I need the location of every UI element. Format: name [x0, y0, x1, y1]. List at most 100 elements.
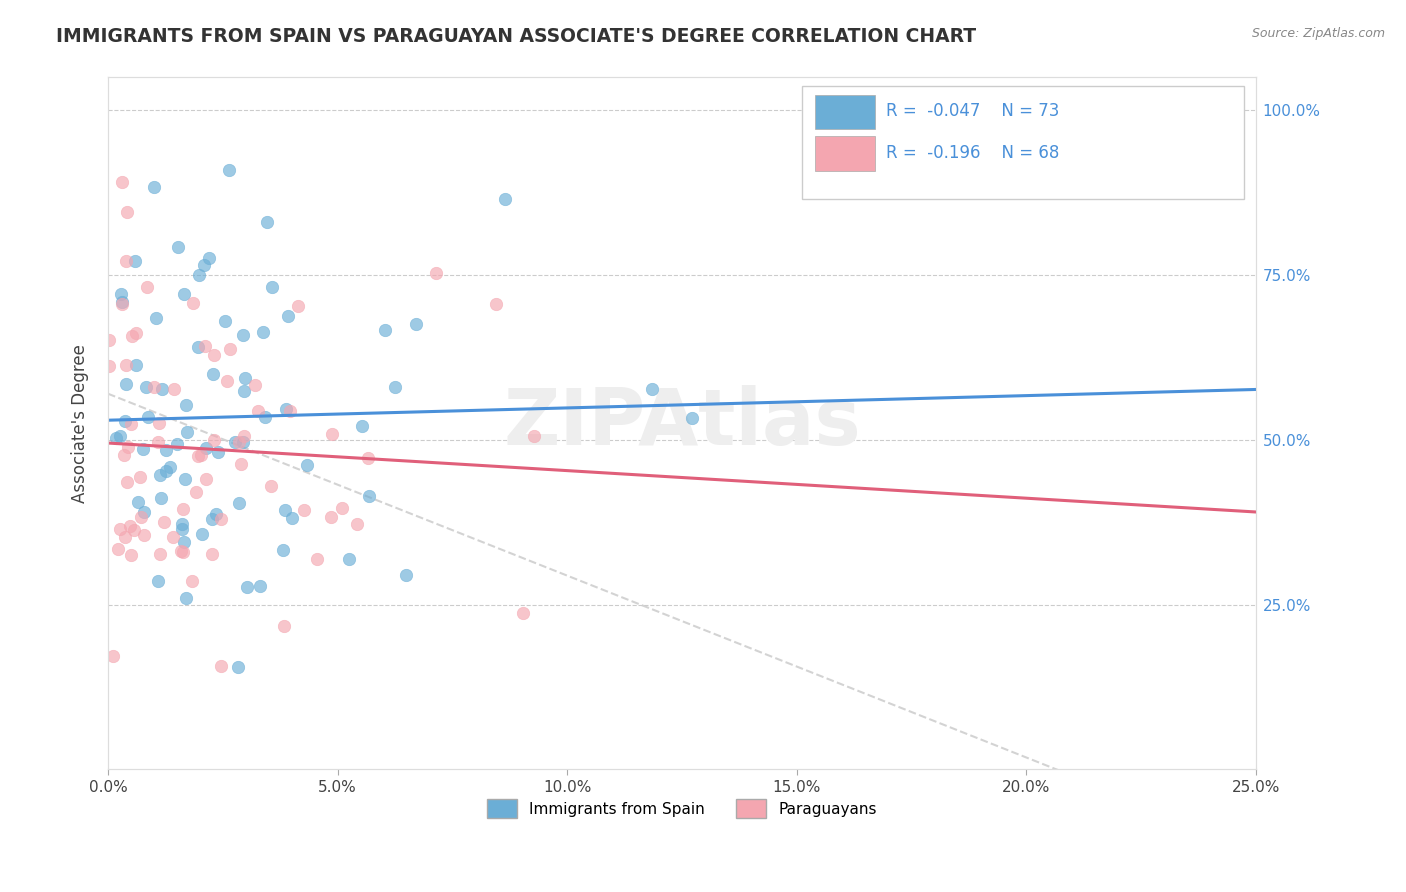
Point: [184, 485, 207, 500]
Point: [114, 414, 136, 428]
Point: [172, 545, 194, 559]
Point: [115, 253, 138, 268]
Point: [120, 548, 142, 562]
Point: [120, 518, 142, 533]
FancyBboxPatch shape: [803, 87, 1244, 199]
Point: [148, 468, 170, 483]
Point: [190, 527, 212, 541]
Point: [425, 266, 447, 280]
Point: [273, 618, 295, 632]
Point: [200, 547, 222, 561]
Point: [136, 410, 159, 425]
Point: [247, 404, 270, 418]
Point: [150, 382, 173, 396]
Point: [494, 193, 516, 207]
Text: IMMIGRANTS FROM SPAIN VS PARAGUAYAN ASSOCIATE'S DEGREE CORRELATION CHART: IMMIGRANTS FROM SPAIN VS PARAGUAYAN ASSO…: [56, 27, 976, 45]
Point: [166, 437, 188, 451]
Point: [124, 326, 146, 340]
Point: [295, 458, 318, 472]
Point: [149, 491, 172, 505]
Point: [155, 442, 177, 457]
Point: [292, 503, 315, 517]
Point: [193, 258, 215, 272]
Point: [190, 449, 212, 463]
Point: [228, 434, 250, 449]
Point: [202, 434, 225, 448]
Point: [172, 516, 194, 531]
Point: [337, 551, 360, 566]
Point: [352, 419, 374, 434]
Point: [245, 377, 267, 392]
Point: [232, 328, 254, 343]
Point: [143, 380, 166, 394]
Point: [209, 512, 232, 526]
Text: ZIPAtlas: ZIPAtlas: [503, 385, 860, 461]
Point: [405, 317, 427, 331]
Point: [226, 660, 249, 674]
Point: [148, 417, 170, 431]
Point: [132, 505, 155, 519]
Point: [108, 522, 131, 536]
Point: [122, 523, 145, 537]
Point: [218, 162, 240, 177]
Point: [121, 329, 143, 343]
Point: [127, 495, 149, 509]
Point: [172, 502, 194, 516]
Point: [155, 464, 177, 478]
Point: [198, 251, 221, 265]
Point: [124, 253, 146, 268]
Point: [395, 567, 418, 582]
Point: [105, 432, 128, 446]
Point: [112, 448, 135, 462]
Point: [117, 441, 139, 455]
Point: [146, 574, 169, 588]
Point: [115, 358, 138, 372]
Point: [195, 441, 218, 455]
Point: [187, 340, 209, 354]
Point: [207, 445, 229, 459]
Point: [134, 528, 156, 542]
Point: [111, 297, 134, 311]
Point: [681, 410, 703, 425]
Point: [233, 371, 256, 385]
Legend: Immigrants from Spain, Paraguayans: Immigrants from Spain, Paraguayans: [481, 793, 883, 824]
Point: [232, 435, 254, 450]
Text: Source: ZipAtlas.com: Source: ZipAtlas.com: [1251, 27, 1385, 40]
Point: [274, 402, 297, 417]
Point: [115, 475, 138, 490]
Point: [271, 542, 294, 557]
Point: [174, 591, 197, 605]
FancyBboxPatch shape: [815, 95, 875, 129]
Point: [231, 457, 253, 471]
Point: [522, 429, 544, 443]
Point: [235, 580, 257, 594]
Point: [256, 215, 278, 229]
Point: [187, 449, 209, 463]
Point: [273, 503, 295, 517]
Point: [153, 515, 176, 529]
Point: [201, 512, 224, 526]
Point: [262, 279, 284, 293]
Point: [321, 509, 343, 524]
Point: [287, 299, 309, 313]
Point: [143, 180, 166, 194]
Point: [194, 338, 217, 352]
Point: [232, 384, 254, 399]
Point: [321, 427, 343, 442]
Point: [180, 574, 202, 589]
Point: [115, 205, 138, 219]
Point: [277, 309, 299, 323]
Point: [173, 287, 195, 301]
Point: [145, 310, 167, 325]
Point: [136, 280, 159, 294]
Point: [176, 398, 198, 412]
Point: [218, 342, 240, 356]
Point: [173, 472, 195, 486]
Point: [163, 382, 186, 396]
Point: [111, 294, 134, 309]
Point: [132, 442, 155, 456]
Point: [374, 323, 396, 337]
Point: [169, 544, 191, 558]
Point: [305, 551, 328, 566]
FancyBboxPatch shape: [815, 136, 875, 171]
